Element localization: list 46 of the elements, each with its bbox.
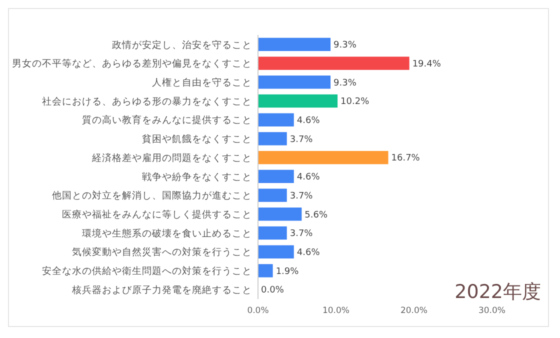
y-tick-label: 人権と自由を守ること <box>152 76 252 88</box>
data-label: 0.0% <box>261 286 284 296</box>
y-tick-label: 政情が安定し、治安を守ること <box>112 38 252 51</box>
data-label: 4.6% <box>296 172 320 183</box>
data-label: 4.6% <box>296 248 320 258</box>
y-tick-label: 男女の不平等など、あらゆる差別や偏見をなくすこと <box>12 58 252 70</box>
bar <box>258 113 294 126</box>
y-tick-label: 気候変動や自然災害への対策を行うこと <box>72 246 252 258</box>
data-label: 9.3% <box>334 40 357 51</box>
bar <box>258 38 331 52</box>
bar <box>258 264 273 278</box>
x-tick-label: 10.0% <box>322 306 350 316</box>
data-label: 5.6% <box>304 210 328 220</box>
y-tick-label: 質の高い教育をみんなに提供すること <box>82 114 252 126</box>
y-tick-label: 他国との対立を解消し、国際協力が進むこと <box>52 190 252 202</box>
y-tick-label: 社会における、あらゆる形の暴力をなくすこと <box>42 95 252 108</box>
data-label: 3.7% <box>290 191 314 202</box>
bar <box>258 94 338 108</box>
x-tick-label: 0.0% <box>247 306 269 316</box>
data-label: 16.7% <box>391 154 420 164</box>
text: 2022年度 <box>454 281 541 303</box>
bar <box>258 226 287 240</box>
data-label: 19.4% <box>412 59 442 70</box>
bar <box>258 56 410 70</box>
data-label: 3.7% <box>290 229 314 240</box>
data-label: 10.2% <box>340 97 370 108</box>
y-tick-label: 安全な水の供給や衛生問題への対策を行うこと <box>42 265 252 278</box>
bar <box>258 170 294 184</box>
bar <box>258 150 388 164</box>
data-label: 9.3% <box>334 78 357 88</box>
data-label: 3.7% <box>290 134 314 145</box>
bar <box>258 76 331 89</box>
y-tick-label: 医療や福祉をみんなに等しく提供すること <box>62 208 252 220</box>
bar <box>258 245 294 258</box>
y-tick-label: 核兵器および原子力発電を廃絶すること <box>71 284 252 296</box>
y-tick-label: 環境や生態系の破壊を食い止めること <box>82 227 252 240</box>
y-tick-label: 経済格差や雇用の問題をなくすこと <box>91 152 252 164</box>
bar <box>258 188 287 202</box>
x-tick-label: 20.0% <box>400 306 428 316</box>
x-tick-label: 30.0% <box>478 306 506 316</box>
data-label: 1.9% <box>276 266 300 277</box>
bar <box>258 132 287 146</box>
y-tick-label: 戦争や紛争をなくすこと <box>142 170 252 183</box>
data-label: 4.6% <box>296 116 320 126</box>
bar <box>258 208 302 221</box>
y-tick-label: 貧困や飢餓をなくすこと <box>142 133 252 146</box>
